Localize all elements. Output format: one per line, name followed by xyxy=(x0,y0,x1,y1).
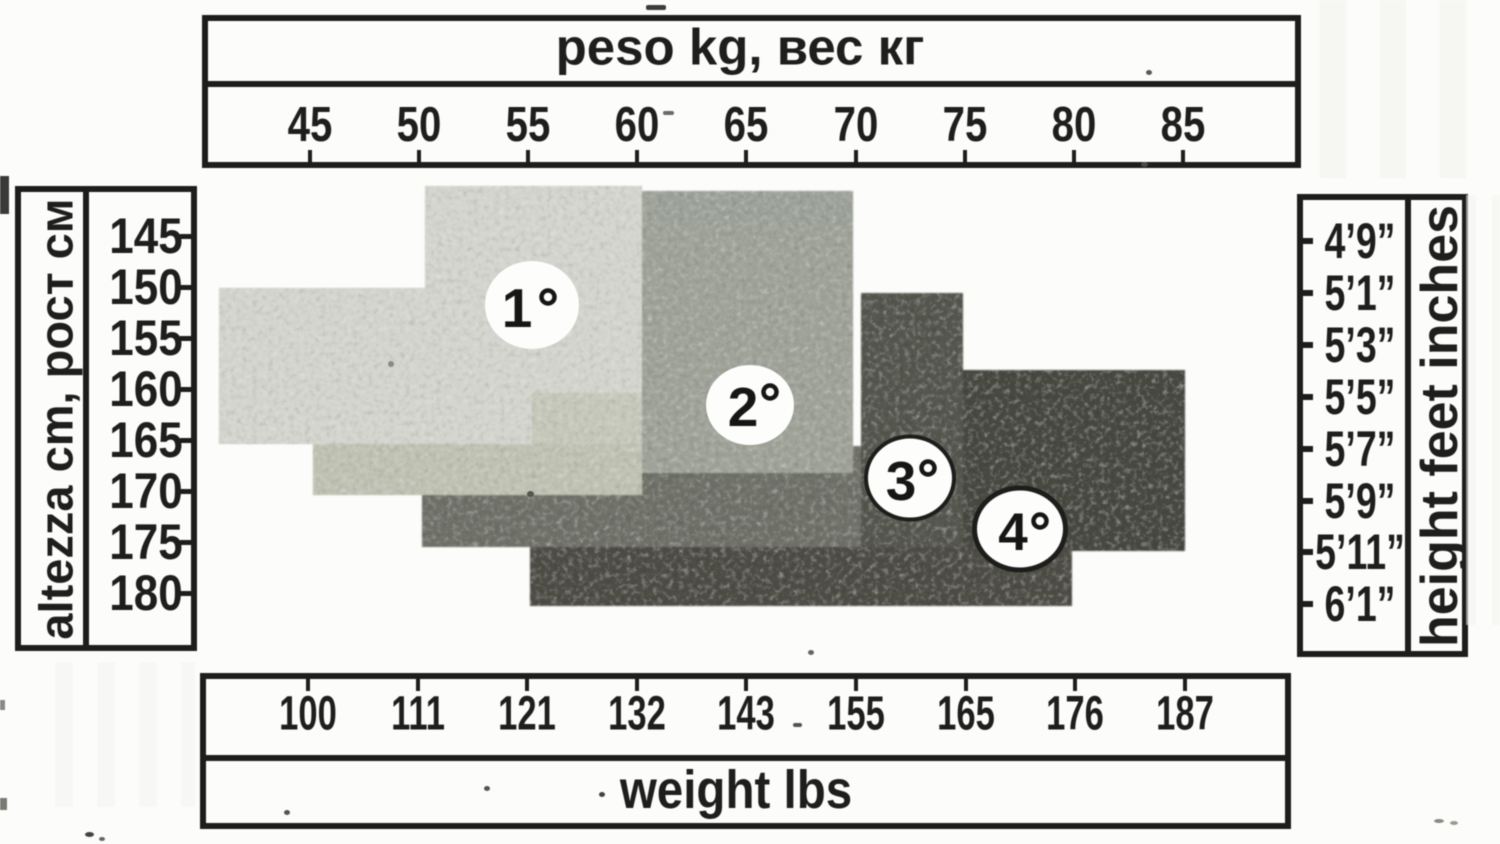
svg-text:4: 4 xyxy=(998,503,1028,562)
svg-text:1: 1 xyxy=(502,277,533,339)
svg-text:3: 3 xyxy=(886,450,917,512)
svg-text:2: 2 xyxy=(728,376,759,438)
